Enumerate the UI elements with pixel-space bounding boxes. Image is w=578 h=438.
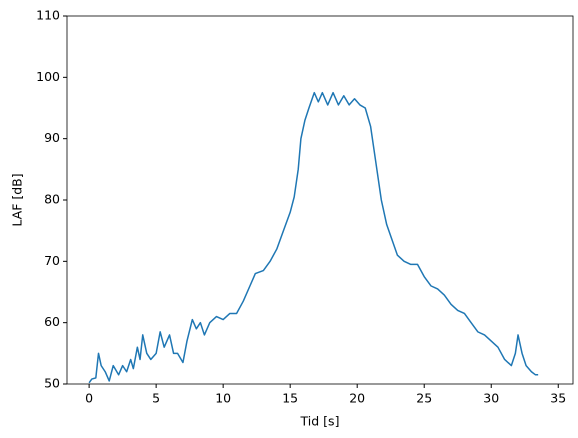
y-tick-label: 100 xyxy=(36,69,60,84)
y-tick-label: 90 xyxy=(44,130,60,145)
y-tick-label: 60 xyxy=(44,314,60,329)
x-axis-label: Tid [s] xyxy=(300,414,340,429)
x-tick-label: 10 xyxy=(215,391,231,406)
x-tick-label: 25 xyxy=(416,391,432,406)
x-tick-label: 35 xyxy=(550,391,566,406)
x-tick-label: 5 xyxy=(152,391,160,406)
y-tick-label: 80 xyxy=(44,192,60,207)
line xyxy=(88,91,539,384)
y-tick-label: 110 xyxy=(36,8,60,23)
plot-frame xyxy=(66,15,574,385)
y-axis-label: LAF [dB] xyxy=(10,173,25,226)
x-tick-label: 15 xyxy=(282,391,298,406)
x-tick-label: 30 xyxy=(483,391,499,406)
x-tick-label: 20 xyxy=(349,391,365,406)
y-tick-label: 70 xyxy=(44,253,60,268)
x-tick-label: 0 xyxy=(85,391,93,406)
y-tick-label: 50 xyxy=(44,376,60,391)
